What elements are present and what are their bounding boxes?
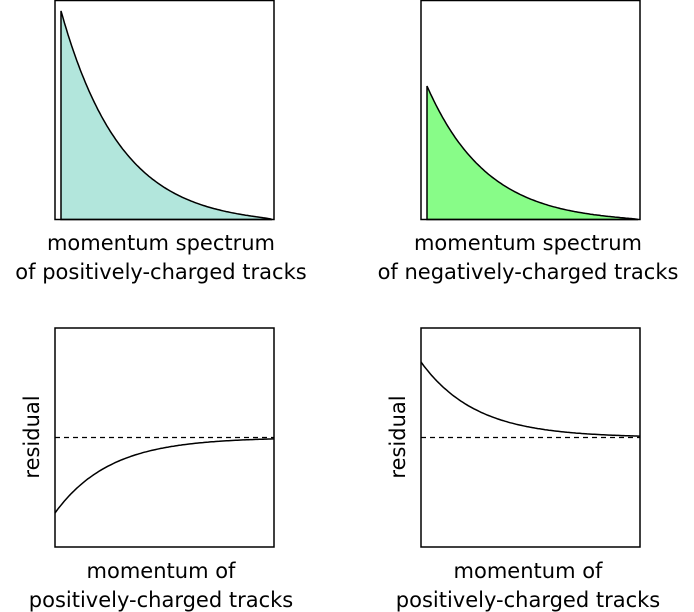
residual-left-curve <box>54 438 274 514</box>
negative-spectrum-xlabel-line2: of negatively-charged tracks <box>378 260 679 284</box>
positive-spectrum-area <box>60 10 273 221</box>
panel-negative-spectrum: momentum spectrum of negatively-charged … <box>378 0 679 284</box>
residual-right-ylabel: residual <box>386 395 410 478</box>
residual-left-xlabel-line2: positively-charged tracks <box>29 588 293 612</box>
negative-spectrum-frame <box>420 0 641 221</box>
panel-positive-spectrum: momentum spectrum of positively-charged … <box>15 0 307 284</box>
residual-left-xlabel-line1: momentum of <box>87 559 237 583</box>
panel-residual-left: residual momentum of positively-charged … <box>20 327 293 612</box>
residual-right-frame <box>420 327 641 548</box>
residual-right-xlabel-line2: positively-charged tracks <box>396 588 660 612</box>
residual-left-frame <box>54 327 275 548</box>
positive-spectrum-xlabel-line1: momentum spectrum <box>47 231 275 255</box>
residual-left-ylabel: residual <box>20 395 44 478</box>
positive-spectrum-frame <box>54 0 275 221</box>
negative-spectrum-area <box>426 85 639 221</box>
positive-spectrum-xlabel-line2: of positively-charged tracks <box>15 260 306 284</box>
panel-residual-right: residual momentum of positively-charged … <box>386 327 660 612</box>
residual-right-curve <box>420 361 640 437</box>
negative-spectrum-xlabel-line1: momentum spectrum <box>414 231 642 255</box>
residual-right-xlabel-line1: momentum of <box>454 559 604 583</box>
